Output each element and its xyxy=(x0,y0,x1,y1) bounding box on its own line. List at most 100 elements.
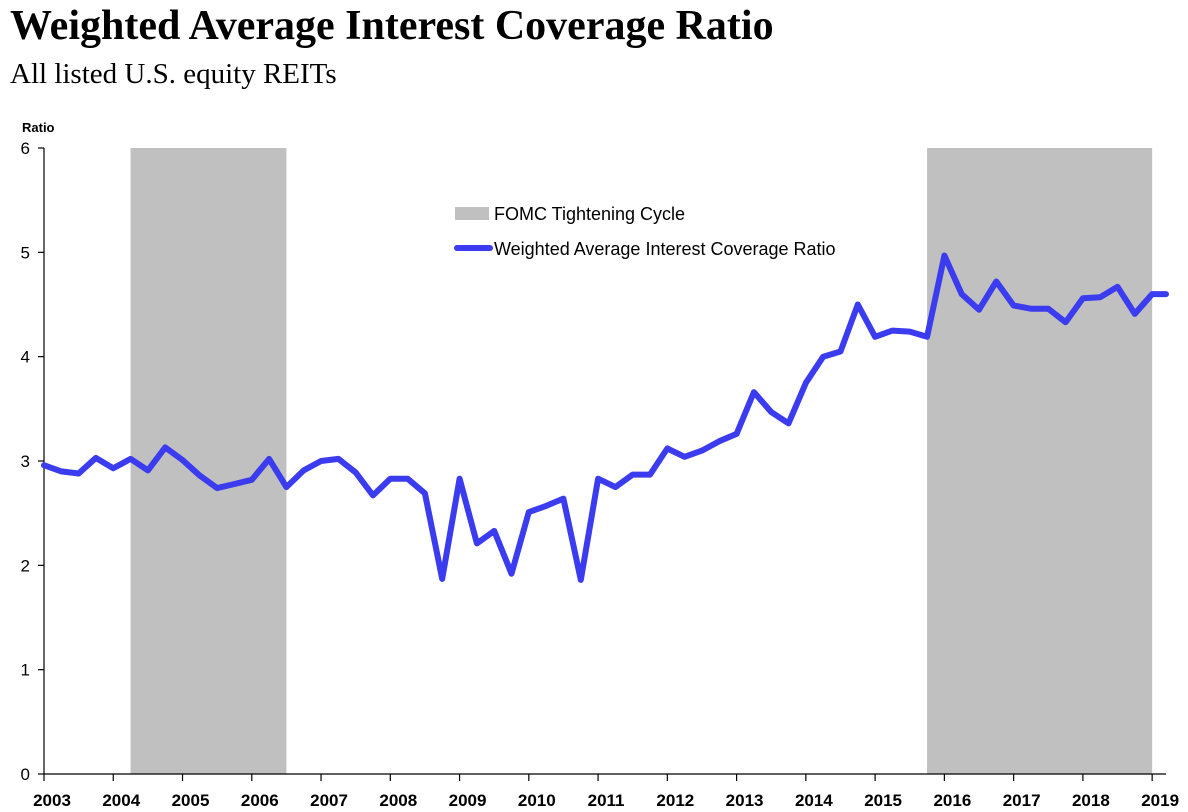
data-point xyxy=(251,479,252,480)
x-tick-label: 2006 xyxy=(241,791,279,810)
y-tick-label: 3 xyxy=(21,452,30,471)
data-point xyxy=(147,470,148,471)
data-point xyxy=(753,392,754,393)
x-tick-label: 2007 xyxy=(310,791,348,810)
data-point xyxy=(736,433,737,434)
data-point xyxy=(1152,294,1153,295)
x-tick-label: 2011 xyxy=(588,791,625,810)
data-point xyxy=(771,412,772,413)
data-point xyxy=(113,468,114,469)
legend: FOMC Tightening Cycle Weighted Average I… xyxy=(454,204,836,259)
data-point xyxy=(234,484,235,485)
x-tick-label: 2010 xyxy=(518,791,556,810)
data-point xyxy=(338,458,339,459)
data-point xyxy=(1134,313,1135,314)
data-point xyxy=(650,474,651,475)
x-tick-label: 2012 xyxy=(656,791,694,810)
data-point xyxy=(927,336,928,337)
legend-label-fomc: FOMC Tightening Cycle xyxy=(494,204,685,224)
x-tick-label: 2018 xyxy=(1072,791,1110,810)
data-point xyxy=(823,356,824,357)
data-point xyxy=(1030,308,1031,309)
data-point xyxy=(563,498,564,499)
data-point xyxy=(961,294,962,295)
data-point xyxy=(182,460,183,461)
data-point xyxy=(44,465,45,466)
chart-title: Weighted Average Interest Coverage Ratio xyxy=(10,3,774,49)
fomc-shaded-period-2 xyxy=(927,148,1153,774)
data-point xyxy=(199,475,200,476)
data-point xyxy=(61,471,62,472)
data-point xyxy=(1166,294,1167,295)
data-point xyxy=(788,423,789,424)
data-point xyxy=(494,530,495,531)
data-point xyxy=(996,281,997,282)
data-point xyxy=(1048,308,1049,309)
x-tick-label: 2017 xyxy=(1003,791,1041,810)
data-point xyxy=(165,447,166,448)
legend-label-ratio: Weighted Average Interest Coverage Ratio xyxy=(494,239,836,259)
x-tick-label: 2015 xyxy=(864,791,902,810)
x-tick-label: 2014 xyxy=(795,791,833,810)
x-tick-label: 2016 xyxy=(933,791,971,810)
data-point xyxy=(632,474,633,475)
data-point xyxy=(286,487,287,488)
data-point xyxy=(459,478,460,479)
data-point xyxy=(269,458,270,459)
data-point xyxy=(528,512,529,513)
data-point xyxy=(303,470,304,471)
data-point xyxy=(615,487,616,488)
data-point xyxy=(1013,305,1014,306)
data-point xyxy=(130,458,131,459)
data-point xyxy=(424,493,425,494)
data-point xyxy=(719,441,720,442)
data-point xyxy=(944,255,945,256)
data-point xyxy=(407,478,408,479)
data-point xyxy=(355,472,356,473)
data-point xyxy=(217,488,218,489)
data-point xyxy=(373,495,374,496)
data-point xyxy=(321,461,322,462)
chart-subtitle: All listed U.S. equity REITs xyxy=(10,58,337,90)
data-point xyxy=(1065,322,1066,323)
data-point xyxy=(892,330,893,331)
data-point xyxy=(511,573,512,574)
data-point xyxy=(546,505,547,506)
data-point xyxy=(875,336,876,337)
y-tick-label: 6 xyxy=(21,139,30,158)
data-point xyxy=(1082,298,1083,299)
y-axis-label: Ratio xyxy=(22,120,55,135)
data-point xyxy=(840,351,841,352)
axis-ticks: 0 1 2 3 4 5 6 2003 2004 2005 2006 2007 2008 2009 2010 2… xyxy=(21,139,1180,810)
x-tick-label: 2008 xyxy=(379,791,417,810)
y-tick-label: 2 xyxy=(21,556,30,575)
data-point xyxy=(78,473,79,474)
y-tick-label: 1 xyxy=(21,661,30,680)
series-line-1 xyxy=(41,252,1169,583)
x-tick-label: 2013 xyxy=(726,791,764,810)
data-point xyxy=(1100,297,1101,298)
data-point xyxy=(805,382,806,383)
x-tick-label: 2004 xyxy=(102,791,140,810)
data-point xyxy=(667,448,668,449)
y-tick-label: 4 xyxy=(21,348,30,367)
x-tick-label: 2019 xyxy=(1141,791,1179,810)
legend-swatch-fomc xyxy=(455,207,489,220)
data-point xyxy=(95,457,96,458)
data-point xyxy=(857,304,858,305)
data-point xyxy=(979,309,980,310)
data-point xyxy=(598,478,599,479)
data-point xyxy=(442,578,443,579)
data-point xyxy=(580,579,581,580)
x-tick-label: 2003 xyxy=(33,791,71,810)
data-point xyxy=(702,450,703,451)
data-point xyxy=(909,331,910,332)
data-point xyxy=(476,543,477,544)
data-point xyxy=(1117,286,1118,287)
y-tick-label: 0 xyxy=(21,765,30,784)
data-point xyxy=(684,456,685,457)
x-tick-label: 2005 xyxy=(172,791,210,810)
y-tick-label: 5 xyxy=(21,243,30,262)
series-layer xyxy=(41,252,1169,583)
